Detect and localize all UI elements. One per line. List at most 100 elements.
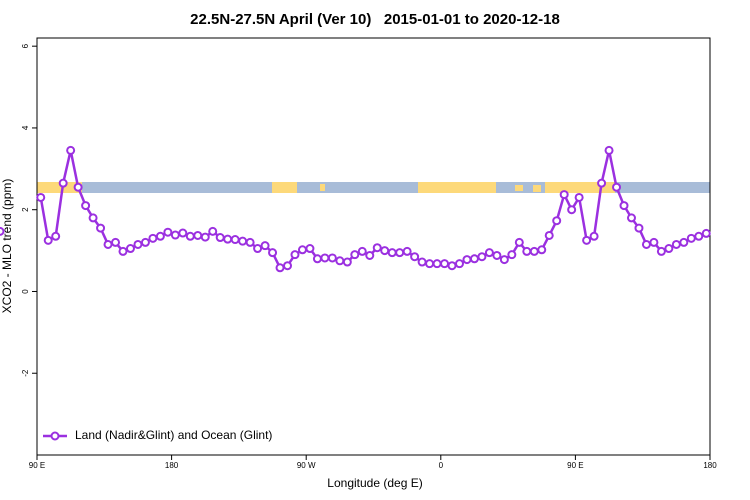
data-point	[245, 237, 255, 247]
data-point	[387, 248, 397, 258]
data-point	[320, 253, 330, 263]
x-tick-label: 180	[703, 461, 717, 470]
plot-frame	[36, 37, 711, 456]
data-point	[125, 244, 135, 254]
data-point	[604, 145, 614, 155]
data-point	[612, 182, 622, 192]
data-point	[469, 254, 479, 264]
map-strip	[37, 182, 710, 193]
data-point	[552, 216, 562, 226]
data-point	[163, 227, 173, 237]
data-point	[185, 231, 195, 241]
data-point	[148, 233, 158, 243]
data-point	[649, 237, 659, 247]
data-point	[36, 192, 46, 202]
data-point	[410, 252, 420, 262]
data-point	[275, 263, 285, 273]
data-point	[574, 192, 584, 202]
data-point	[656, 246, 666, 256]
data-point	[327, 253, 337, 263]
data-point	[679, 237, 689, 247]
data-point	[81, 201, 91, 211]
data-point	[268, 248, 278, 258]
y-axis-label: XCO2 - MLO trend (ppm)	[0, 179, 14, 314]
data-point	[193, 230, 203, 240]
data-point	[260, 241, 270, 251]
data-point	[342, 257, 352, 267]
data-point	[567, 205, 577, 215]
data-point	[484, 248, 494, 258]
data-point	[432, 259, 442, 269]
data-point	[402, 246, 412, 256]
data-point	[582, 235, 592, 245]
data-point	[619, 201, 629, 211]
data-point	[200, 232, 210, 242]
data-point	[133, 239, 143, 249]
data-point	[283, 261, 293, 271]
data-point	[140, 237, 150, 247]
data-point	[664, 244, 674, 254]
data-point	[223, 234, 233, 244]
data-point	[297, 245, 307, 255]
chart-title: 22.5N-27.5N April (Ver 10) 2015-01-01 to…	[190, 11, 560, 28]
data-point	[155, 231, 165, 241]
data-point	[477, 252, 487, 262]
legend-marker	[50, 431, 60, 441]
x-axis-label: Longitude (deg E)	[327, 476, 422, 490]
x-tick-label: 180	[165, 461, 179, 470]
data-point	[686, 233, 696, 243]
data-point	[365, 250, 375, 260]
data-point	[544, 230, 554, 240]
data-point	[103, 239, 113, 249]
data-point	[537, 245, 547, 255]
data-point	[88, 213, 98, 223]
data-point	[312, 254, 322, 264]
data-point	[671, 239, 681, 249]
data-point	[372, 243, 382, 253]
data-point	[335, 256, 345, 266]
data-point	[559, 190, 569, 200]
data-point	[626, 213, 636, 223]
data-point	[111, 237, 121, 247]
data-point	[51, 231, 61, 241]
data-point	[0, 226, 5, 236]
data-point	[499, 255, 509, 265]
data-point	[170, 230, 180, 240]
data-point	[634, 223, 644, 233]
data-point	[694, 231, 704, 241]
data-point	[417, 257, 427, 267]
data-point	[208, 226, 218, 236]
data-point	[514, 237, 524, 247]
y-tick-label: 6	[21, 43, 30, 48]
data-point	[701, 228, 711, 238]
data-point	[73, 182, 83, 192]
data-point	[380, 246, 390, 256]
y-tick-label: 2	[21, 207, 30, 212]
data-point	[215, 233, 225, 243]
data-point	[597, 178, 607, 188]
data-point	[440, 259, 450, 269]
legend-label: Land (Nadir&Glint) and Ocean (Glint)	[75, 428, 272, 442]
data-point	[58, 178, 68, 188]
data-point	[507, 250, 517, 260]
data-point	[462, 255, 472, 265]
data-point	[238, 236, 248, 246]
x-tick-label: 90 E	[567, 461, 583, 470]
y-tick-label: 0	[21, 289, 30, 294]
x-tick-label: 90 E	[29, 461, 45, 470]
data-point	[357, 246, 367, 256]
data-point	[178, 228, 188, 238]
data-point	[350, 250, 360, 260]
data-point	[118, 246, 128, 256]
x-tick-label: 0	[439, 461, 444, 470]
data-point	[96, 223, 106, 233]
data-point	[290, 250, 300, 260]
data-point	[589, 231, 599, 241]
data-point	[253, 244, 263, 254]
data-point	[492, 250, 502, 260]
data-point	[43, 235, 53, 245]
y-tick-label: 4	[21, 125, 30, 130]
data-point	[529, 246, 539, 256]
